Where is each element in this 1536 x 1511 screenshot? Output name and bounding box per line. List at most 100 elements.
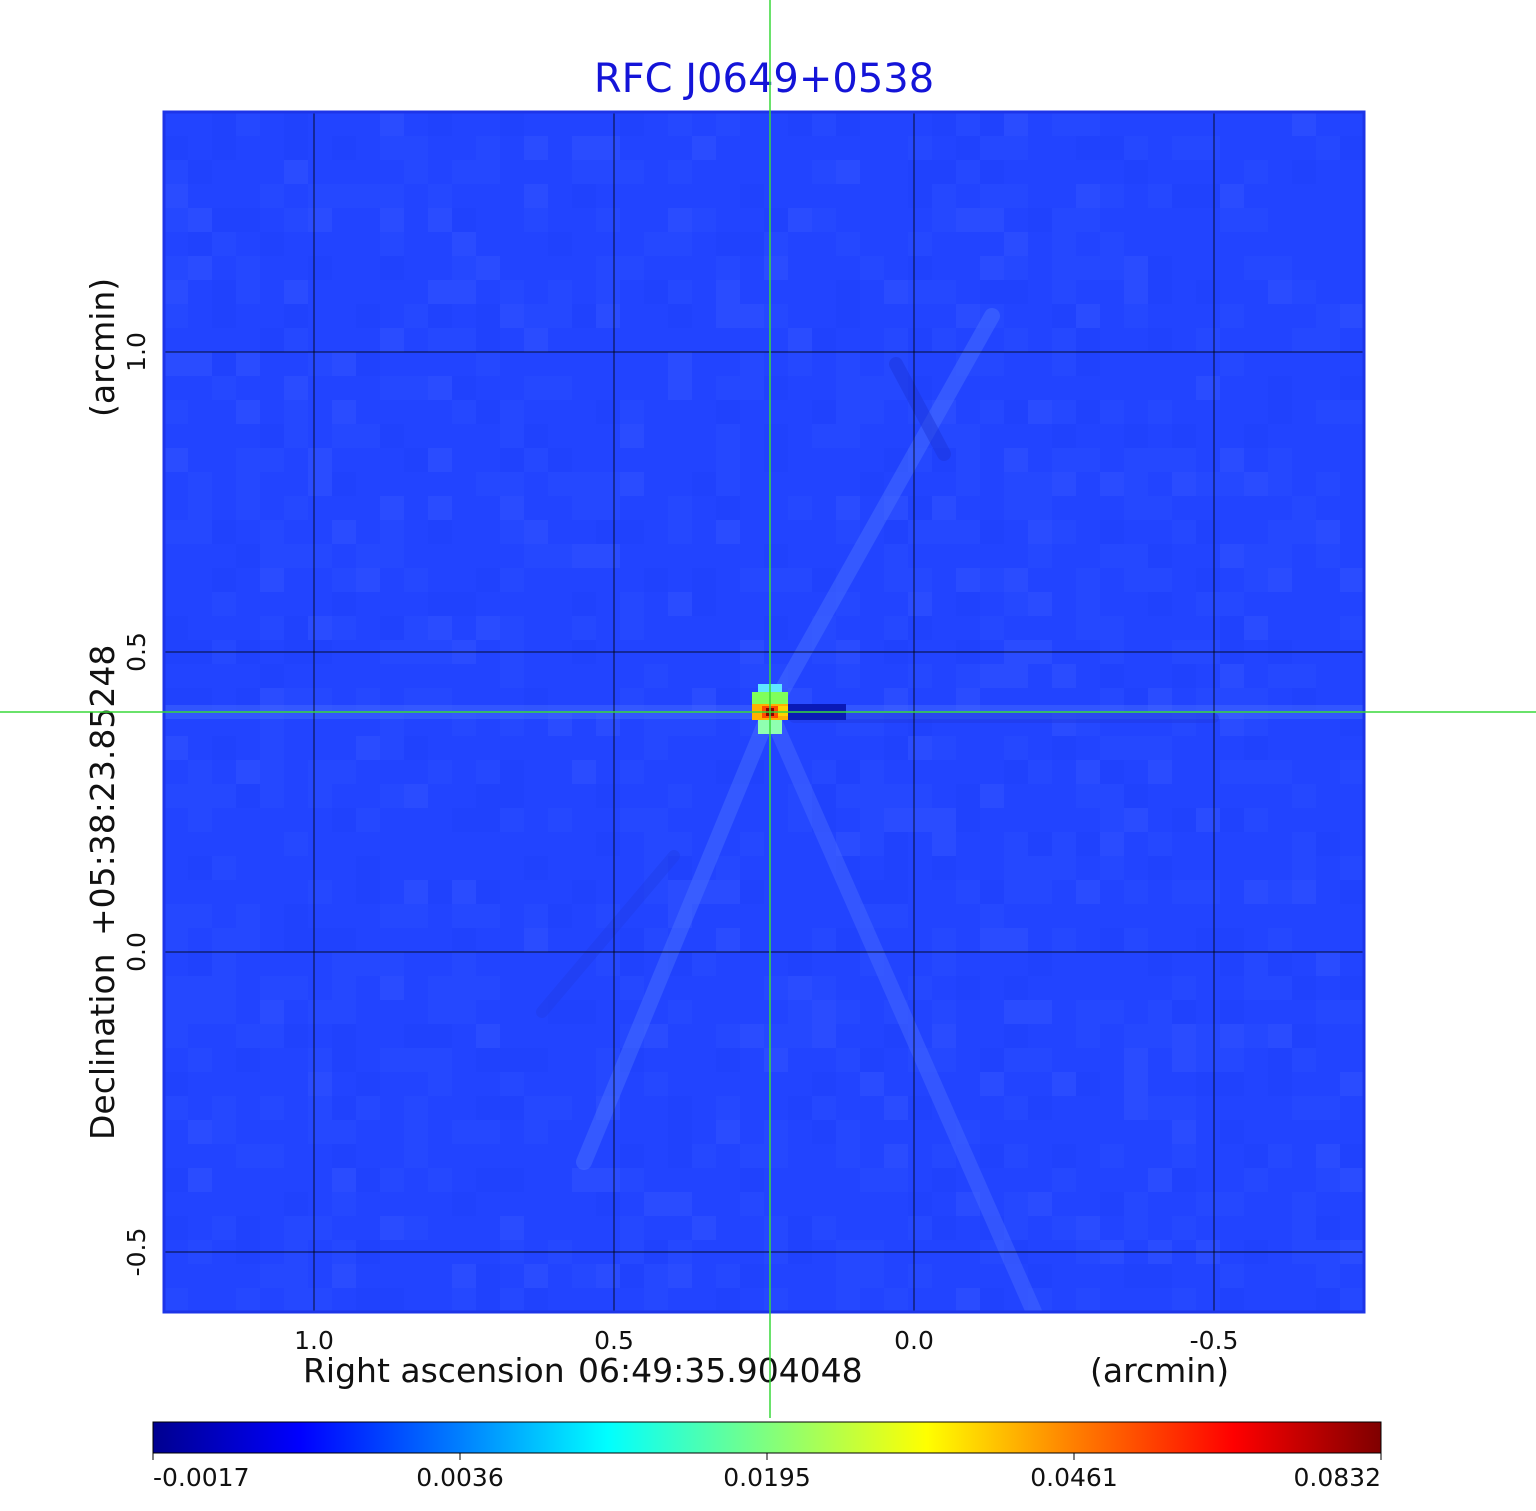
heatmap-cell bbox=[1124, 1216, 1148, 1240]
heatmap-cell bbox=[308, 1120, 332, 1144]
heatmap-cell bbox=[1292, 1096, 1316, 1120]
heatmap-cell bbox=[716, 1288, 740, 1312]
heatmap-streak bbox=[762, 308, 1000, 720]
heatmap-cell bbox=[428, 760, 452, 784]
heatmap-cell bbox=[428, 208, 452, 232]
heatmap-cell bbox=[1028, 952, 1052, 976]
heatmap-cell bbox=[212, 376, 236, 400]
heatmap-cell bbox=[1148, 832, 1172, 856]
heatmap-cell bbox=[932, 280, 956, 304]
heatmap-cell bbox=[164, 160, 188, 184]
heatmap-cell bbox=[644, 280, 668, 304]
heatmap-cell bbox=[644, 1288, 668, 1312]
heatmap-cell bbox=[476, 760, 500, 784]
heatmap-cell bbox=[236, 1048, 260, 1072]
heatmap-cell bbox=[1124, 928, 1148, 952]
heatmap-cell bbox=[668, 904, 692, 928]
heatmap-cell bbox=[1076, 448, 1100, 472]
heatmap-cell bbox=[1100, 760, 1124, 784]
heatmap-cell bbox=[332, 352, 356, 376]
heatmap-cell bbox=[1292, 280, 1316, 304]
heatmap-cell bbox=[1052, 256, 1076, 280]
heatmap-cell bbox=[452, 208, 476, 232]
heatmap-cell bbox=[932, 1048, 956, 1072]
heatmap-cell bbox=[932, 112, 956, 136]
heatmap-cell bbox=[1004, 136, 1028, 160]
heatmap-cell bbox=[908, 1216, 932, 1240]
heatmap-cell bbox=[380, 520, 404, 544]
heatmap-cell bbox=[1124, 280, 1148, 304]
heatmap-cell bbox=[1172, 184, 1196, 208]
heatmap-cell bbox=[212, 1120, 236, 1144]
heatmap-cell bbox=[764, 424, 788, 448]
heatmap-cell bbox=[980, 304, 1004, 328]
heatmap-cell bbox=[524, 184, 548, 208]
heatmap-cell bbox=[836, 160, 860, 184]
heatmap-cell bbox=[236, 448, 260, 472]
heatmap-cell bbox=[620, 1216, 644, 1240]
heatmap-streak bbox=[576, 704, 778, 1170]
heatmap-cell bbox=[1244, 952, 1268, 976]
heatmap-cell bbox=[716, 472, 740, 496]
heatmap-cell bbox=[164, 928, 188, 952]
heatmap-cell bbox=[572, 304, 596, 328]
heatmap-cell bbox=[596, 208, 620, 232]
heatmap-cell bbox=[404, 1096, 428, 1120]
heatmap-cell bbox=[980, 400, 1004, 424]
heatmap-cell bbox=[980, 352, 1004, 376]
heatmap-cell bbox=[260, 424, 284, 448]
heatmap-cell bbox=[884, 1096, 908, 1120]
heatmap-cell bbox=[740, 832, 764, 856]
heatmap-cell bbox=[1268, 400, 1292, 424]
heatmap-cell bbox=[620, 760, 644, 784]
heatmap-cell bbox=[380, 1216, 404, 1240]
heatmap-cell bbox=[212, 1000, 236, 1024]
heatmap-cell bbox=[404, 736, 428, 760]
heatmap-cell bbox=[260, 1264, 284, 1288]
heatmap-cell bbox=[836, 424, 860, 448]
heatmap-cell bbox=[1340, 376, 1364, 400]
heatmap-cell bbox=[1028, 496, 1052, 520]
heatmap-cell bbox=[452, 712, 476, 736]
heatmap-cell bbox=[500, 760, 524, 784]
heatmap-cell bbox=[1124, 1264, 1148, 1288]
heatmap-cell bbox=[1004, 328, 1028, 352]
heatmap-cell bbox=[548, 1096, 572, 1120]
heatmap-cell bbox=[836, 304, 860, 328]
heatmap-cell bbox=[1076, 1072, 1100, 1096]
heatmap-cell bbox=[908, 256, 932, 280]
heatmap-cell bbox=[356, 808, 380, 832]
heatmap-cell bbox=[428, 592, 452, 616]
heatmap-cell bbox=[956, 208, 980, 232]
heatmap-cell bbox=[1172, 976, 1196, 1000]
heatmap-cell bbox=[1124, 1048, 1148, 1072]
heatmap-cell bbox=[476, 160, 500, 184]
heatmap-cell bbox=[860, 808, 884, 832]
heatmap-cell bbox=[980, 880, 1004, 904]
heatmap-cell bbox=[596, 784, 620, 808]
heatmap-cell bbox=[932, 832, 956, 856]
heatmap-cell bbox=[404, 160, 428, 184]
heatmap-cell bbox=[1316, 1096, 1340, 1120]
heatmap-cell bbox=[860, 880, 884, 904]
heatmap-streak bbox=[762, 704, 1042, 1312]
heatmap-cell bbox=[596, 520, 620, 544]
y-tick-label: 1.0 bbox=[122, 332, 151, 372]
heatmap-cell bbox=[1148, 568, 1172, 592]
heatmap-cell bbox=[1028, 880, 1052, 904]
heatmap-cell bbox=[1100, 256, 1124, 280]
heatmap-cell bbox=[548, 280, 572, 304]
colorbar-gradient bbox=[152, 1421, 1382, 1454]
heatmap-cell bbox=[1148, 1096, 1172, 1120]
heatmap-cell bbox=[188, 1168, 212, 1192]
heatmap-cell bbox=[1244, 1168, 1268, 1192]
heatmap-cell bbox=[164, 256, 188, 280]
heatmap-cell bbox=[356, 544, 380, 568]
heatmap-cell bbox=[380, 952, 404, 976]
heatmap-cell bbox=[500, 784, 524, 808]
heatmap-cell bbox=[332, 184, 356, 208]
heatmap-cell bbox=[1316, 520, 1340, 544]
heatmap-cell bbox=[788, 352, 812, 376]
heatmap-cell bbox=[1100, 232, 1124, 256]
heatmap-cell bbox=[980, 112, 1004, 136]
